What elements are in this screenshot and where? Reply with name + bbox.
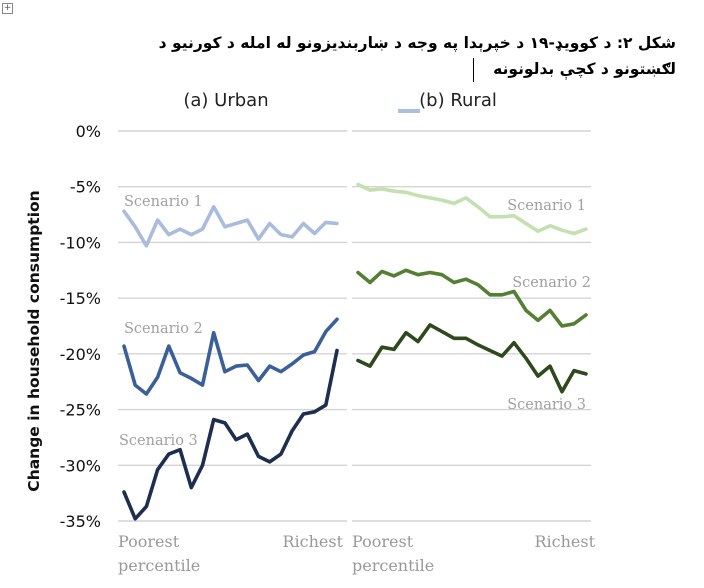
y-tick-label: -30% [60, 456, 101, 475]
series-line-rural-2 [356, 268, 588, 328]
series-label-rural-1: Scenario 1 [507, 198, 586, 214]
panel-title-urban: (a) Urban [183, 90, 268, 111]
caption-line-1: شکل ۲: د کوویډ-۱۹ د خپرېدا په وجه د ښارب… [158, 34, 676, 52]
series-line-urban-1 [122, 205, 339, 248]
series-line-rural-3 [356, 323, 588, 394]
series-line-urban-2 [122, 317, 339, 396]
x-start-label-line2: percentile [352, 556, 434, 575]
x-start-label: Poorest [118, 532, 180, 551]
series-label-urban-3: Scenario 3 [119, 433, 198, 449]
x-end-label: Richest [282, 532, 343, 551]
x-end-label: Richest [534, 532, 595, 551]
panel-title-rural: (b) Rural [419, 90, 497, 111]
y-tick-label: -20% [60, 345, 101, 364]
caption-line-2: لګښتونو د کچې بدلونونه [493, 60, 676, 78]
series-line-urban-3 [122, 348, 339, 521]
y-tick-label: -25% [60, 401, 101, 420]
x-start-label: Poorest [352, 532, 414, 551]
panel-rural: (b) Rural Scenario 1 Scenario 2 Scenario 3 P… [352, 90, 596, 575]
y-tick-label: 0% [76, 122, 101, 141]
y-tick-label: -10% [60, 233, 101, 252]
y-axis-title: Change in household consumption [25, 190, 43, 491]
panel-urban: (a) Urban Scenario 1 Scenario 2 Scenario 3 P… [118, 90, 347, 575]
figure-caption: شکل ۲: د کوویډ-۱۹ د خپرېدا په وجه د ښارب… [36, 30, 676, 82]
move-handle-icon[interactable]: + [2, 3, 13, 14]
series-label-rural-3: Scenario 3 [507, 397, 586, 413]
series-label-rural-2: Scenario 2 [512, 275, 591, 291]
series-line-rural-1 [356, 182, 588, 236]
y-tick-label: -35% [60, 512, 101, 531]
y-tick-label: -5% [70, 178, 101, 197]
x-start-label-line2: percentile [118, 556, 200, 575]
series-label-urban-1: Scenario 1 [124, 194, 203, 210]
series-label-urban-2: Scenario 2 [124, 321, 203, 337]
text-cursor [473, 58, 474, 82]
y-tick-label: -15% [60, 289, 101, 308]
